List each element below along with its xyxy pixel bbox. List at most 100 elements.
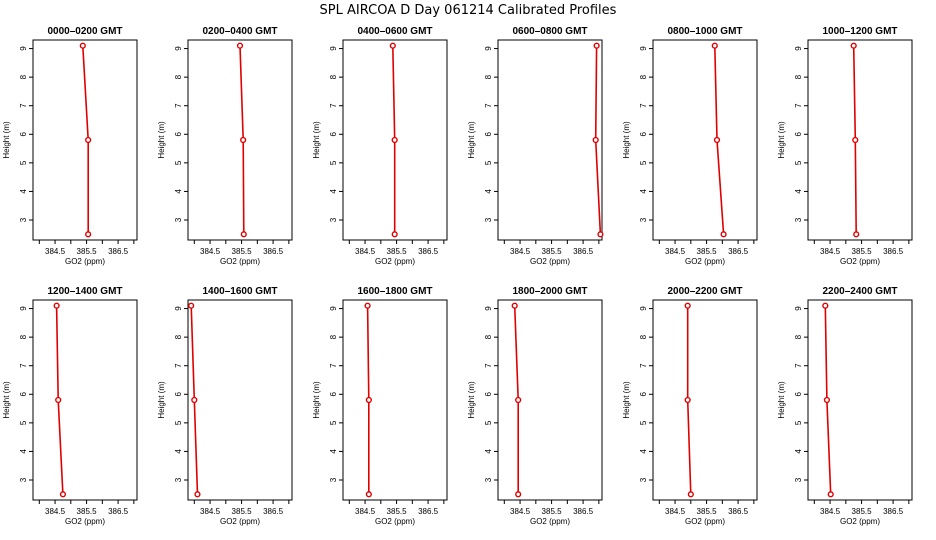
y-axis-label: Height (m) (622, 121, 631, 159)
x-tick-label: 384.5 (820, 247, 841, 256)
y-tick-label: 6 (329, 132, 338, 137)
y-tick-label: 8 (329, 334, 338, 339)
plot-frame (32, 299, 138, 501)
y-tick-label: 7 (639, 103, 648, 108)
x-tick-label: 385.5 (542, 507, 563, 516)
y-tick-label: 6 (174, 132, 183, 137)
y-tick-label: 8 (639, 74, 648, 79)
x-tick-label: 385.5 (852, 507, 873, 516)
data-point (687, 491, 694, 498)
y-tick-label: 5 (329, 420, 338, 425)
panel-title: 0000–0200 GMT (47, 26, 122, 37)
x-tick-label: 385.5 (387, 507, 408, 516)
y-tick-label: 9 (484, 46, 493, 51)
data-point (236, 42, 244, 49)
y-tick-label: 3 (19, 217, 28, 222)
y-tick-label: 7 (484, 103, 493, 108)
data-point (684, 302, 691, 309)
y-tick-label: 7 (484, 363, 493, 368)
y-tick-label: 6 (484, 132, 493, 137)
panel-title: 1200–1400 GMT (47, 286, 122, 297)
y-tick-label: 8 (484, 334, 493, 339)
x-tick-label: 386.5 (573, 247, 594, 256)
data-point (823, 396, 831, 404)
plot-frame (187, 39, 293, 241)
y-tick-label: 6 (639, 392, 648, 397)
y-tick-label: 8 (19, 74, 28, 79)
x-tick-label: 384.5 (45, 507, 66, 516)
y-tick-label: 7 (19, 103, 28, 108)
y-tick-label: 6 (19, 392, 28, 397)
x-tick-label: 384.5 (45, 247, 66, 256)
x-tick-label: 385.5 (697, 507, 718, 516)
y-tick-label: 8 (484, 74, 493, 79)
x-axis-label: GO2 (ppm) (840, 257, 880, 266)
data-point (188, 302, 195, 309)
plot-frame (497, 299, 603, 501)
y-tick-label: 9 (174, 306, 183, 311)
panel-title: 0200–0400 GMT (202, 26, 277, 37)
y-tick-label: 5 (794, 160, 803, 165)
panel-title: 2200–2400 GMT (822, 286, 897, 297)
y-tick-label: 9 (19, 306, 28, 311)
data-point (364, 302, 371, 309)
x-tick-label: 384.5 (200, 247, 221, 256)
y-axis-label: Height (m) (312, 381, 321, 419)
data-point (684, 396, 691, 404)
data-point (59, 491, 67, 498)
y-tick-label: 9 (639, 306, 648, 311)
y-tick-label: 7 (19, 363, 28, 368)
x-axis-label: GO2 (ppm) (65, 257, 105, 266)
x-tick-label: 384.5 (355, 507, 376, 516)
y-tick-label: 8 (19, 334, 28, 339)
y-tick-label: 4 (484, 449, 493, 454)
x-tick-label: 386.5 (263, 507, 284, 516)
x-tick-label: 385.5 (387, 247, 408, 256)
panel-title: 1600–1800 GMT (357, 286, 432, 297)
x-axis-label: GO2 (ppm) (685, 517, 725, 526)
y-tick-label: 8 (639, 334, 648, 339)
data-point (515, 491, 522, 498)
y-tick-label: 4 (329, 449, 338, 454)
x-axis-label: GO2 (ppm) (685, 257, 725, 266)
y-tick-label: 9 (794, 46, 803, 51)
y-tick-label: 5 (19, 420, 28, 425)
x-axis-label: GO2 (ppm) (220, 257, 260, 266)
panel-title: 1800–2000 GMT (512, 286, 587, 297)
data-point (720, 231, 727, 238)
y-tick-label: 3 (794, 217, 803, 222)
y-tick-label: 4 (19, 449, 28, 454)
x-tick-label: 386.5 (573, 507, 594, 516)
data-point (713, 136, 721, 144)
y-axis-label: Height (m) (777, 381, 786, 419)
data-point (240, 231, 247, 238)
x-axis-label: GO2 (ppm) (530, 517, 570, 526)
y-tick-label: 9 (639, 46, 648, 51)
panel-title: 0800–1000 GMT (667, 26, 742, 37)
y-tick-label: 4 (639, 189, 648, 194)
y-tick-label: 8 (174, 334, 183, 339)
y-tick-label: 7 (329, 363, 338, 368)
plot-frame (807, 39, 913, 241)
y-tick-label: 4 (794, 449, 803, 454)
data-point (822, 302, 829, 309)
x-tick-label: 385.5 (542, 247, 563, 256)
x-tick-label: 385.5 (232, 247, 253, 256)
y-axis-label: Height (m) (157, 121, 166, 159)
data-point (85, 136, 92, 144)
y-tick-label: 7 (329, 103, 338, 108)
data-point (191, 396, 198, 404)
y-tick-label: 3 (794, 477, 803, 482)
x-tick-label: 385.5 (232, 507, 253, 516)
x-axis-label: GO2 (ppm) (840, 517, 880, 526)
y-tick-label: 3 (329, 217, 338, 222)
